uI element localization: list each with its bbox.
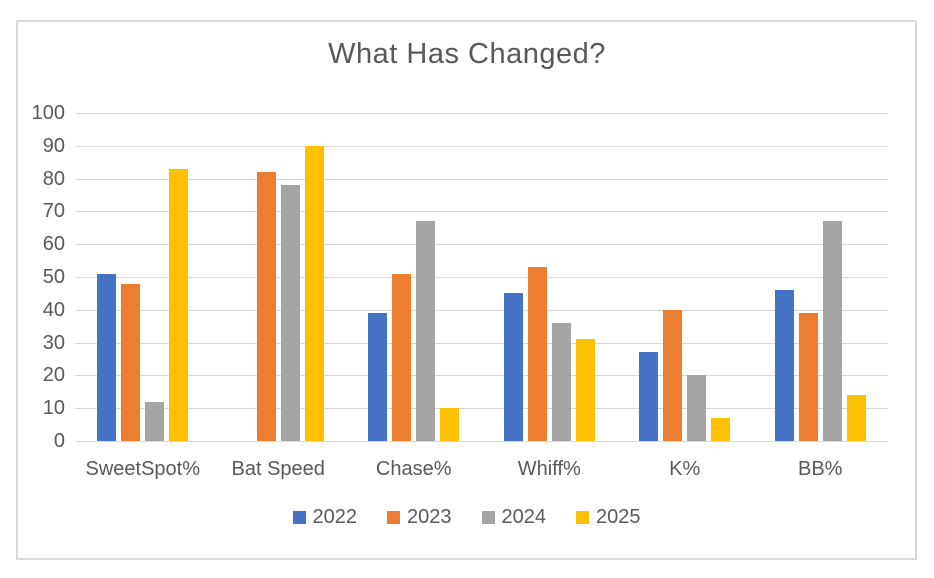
bar-2023-sweetspot — [121, 283, 141, 441]
bar-2024-chase — [416, 221, 436, 441]
y-axis-tick-label-100: 100 — [31, 102, 65, 124]
bar-2023-bb — [798, 313, 818, 441]
gridline-20 — [75, 375, 888, 377]
bar-2025-bat-speed — [304, 145, 324, 441]
bar-group-bb — [753, 113, 888, 441]
y-axis-tick-label-10: 10 — [42, 397, 65, 420]
y-axis-tick-label-90: 90 — [42, 134, 65, 157]
bar-2022-sweetspot — [97, 273, 117, 441]
plot-area: 0 10 20 30 40 50 60 70 80 90 100 — [32, 103, 888, 451]
bar-group-bat-speed — [210, 113, 345, 441]
x-axis-category-label-chase: Chase% — [375, 458, 452, 480]
legend-item-2024: 2024 — [481, 506, 547, 528]
bar-2022-whiff — [503, 293, 523, 441]
bar-2024-k — [687, 375, 707, 441]
y-axis-tick-label-60: 60 — [42, 233, 65, 256]
gridline-100 — [75, 113, 888, 114]
legend-item-2025: 2025 — [576, 507, 641, 527]
x-axis-category-label-bb: BB% — [798, 458, 843, 480]
bar-2025-chase — [440, 408, 460, 441]
bar-2023-bat-speed — [256, 172, 276, 441]
gridline-10 — [75, 408, 888, 410]
legend-swatch-2023 — [387, 510, 400, 524]
gridline-50 — [75, 277, 888, 278]
bar-group-chase — [346, 113, 481, 441]
bar-2025-bb — [846, 395, 866, 441]
gridline-0 — [75, 441, 888, 442]
legend-item-2023: 2023 — [387, 507, 452, 527]
bar-2024-bb — [822, 221, 842, 441]
legend-label-2024: 2024 — [501, 506, 547, 528]
x-axis-category-label-bat-speed: Bat Speed — [231, 458, 325, 480]
y-axis-tick-label-0: 0 — [53, 430, 65, 452]
y-axis-tick-label-80: 80 — [42, 167, 65, 190]
legend-label-2023: 2023 — [407, 506, 452, 528]
gridline-90 — [75, 145, 888, 147]
bar-2024-sweetspot — [145, 401, 165, 441]
gridline-70 — [75, 211, 888, 213]
y-axis-tick-label-70: 70 — [42, 200, 65, 223]
bar-2023-chase — [392, 273, 412, 441]
legend-swatch-2024 — [481, 510, 495, 524]
bar-group-sweetspot — [75, 113, 210, 441]
gridline-80 — [75, 178, 888, 180]
y-axis-tick-label-40: 40 — [42, 298, 65, 321]
chart-title: What Has Changed? — [328, 38, 606, 70]
y-axis-tick-label-50: 50 — [42, 266, 65, 288]
bar-2025-sweetspot — [169, 168, 189, 441]
x-axis-labels: SweetSpot% Bat Speed Chase% Whiff% K% BB% — [75, 455, 888, 483]
bar-group-k — [617, 113, 752, 441]
y-axis-tick-label-20: 20 — [42, 364, 65, 387]
x-axis-category-label-k: K% — [669, 458, 701, 480]
legend-label-2022: 2022 — [312, 506, 358, 528]
x-axis-category-label-whiff: Whiff% — [517, 458, 581, 480]
bar-2022-bb — [774, 290, 794, 441]
gridline-60 — [75, 244, 888, 246]
bar-2023-k — [663, 309, 683, 441]
bar-2023-whiff — [527, 267, 547, 441]
bar-2022-k — [639, 352, 659, 441]
bar-2024-whiff — [551, 322, 571, 441]
y-axis-tick-label-30: 30 — [42, 331, 65, 354]
legend-swatch-2025 — [576, 510, 589, 524]
legend-label-2025: 2025 — [596, 506, 641, 528]
x-axis-category-label-sweetspot: SweetSpot% — [85, 458, 200, 480]
legend: 2022 2023 2024 2025 — [16, 507, 917, 527]
bar-2025-k — [711, 418, 731, 441]
chart-frame — [16, 20, 917, 560]
legend-swatch-2022 — [292, 510, 306, 524]
bar-2024-bat-speed — [280, 185, 300, 441]
bar-2022-chase — [368, 313, 388, 441]
gridline-30 — [75, 342, 888, 344]
gridline-40 — [75, 309, 888, 311]
bar-group-whiff — [482, 113, 617, 441]
bar-2025-whiff — [575, 339, 595, 441]
legend-item-2022: 2022 — [292, 506, 358, 528]
